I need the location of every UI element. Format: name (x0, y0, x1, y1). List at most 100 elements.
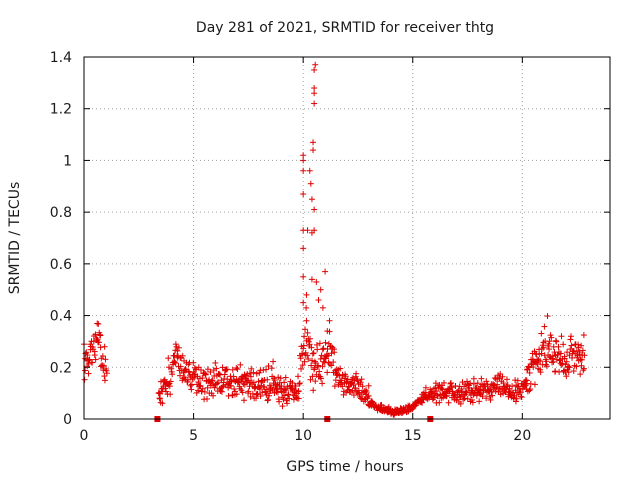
data-point (157, 395, 164, 402)
data-point (102, 356, 109, 363)
data-point (317, 355, 324, 362)
data-point (349, 374, 356, 381)
y-tick-label: 0.4 (50, 309, 72, 325)
data-point (283, 387, 290, 394)
data-point (179, 352, 186, 359)
data-point (277, 375, 284, 382)
data-point (433, 388, 440, 395)
data-point (184, 376, 191, 383)
data-point (250, 369, 257, 376)
data-point (303, 304, 310, 311)
data-point (274, 389, 281, 396)
data-point (229, 366, 236, 373)
data-point (263, 386, 270, 393)
data-point (541, 323, 548, 330)
data-point (359, 383, 366, 390)
data-point (568, 333, 575, 340)
data-point (101, 377, 108, 384)
data-point (311, 364, 318, 371)
data-point (165, 381, 172, 388)
data-point (212, 359, 219, 366)
data-point (265, 363, 272, 370)
x-axis-label: GPS time / hours (286, 459, 403, 475)
data-point (240, 380, 247, 387)
data-point (547, 332, 554, 339)
data-point (306, 335, 313, 342)
data-point (298, 365, 305, 372)
data-point (284, 400, 291, 407)
y-axis-ticks: 0 0.2 0.4 0.6 0.8 1 1.2 1.4 (50, 50, 610, 428)
data-point (581, 352, 588, 359)
data-point (247, 373, 254, 380)
data-point (199, 385, 206, 392)
data-point (316, 340, 323, 347)
data-point (503, 376, 510, 383)
data-point (304, 352, 311, 359)
data-point (271, 377, 278, 384)
data-point (214, 380, 221, 387)
data-point (234, 366, 241, 373)
data-point (202, 371, 209, 378)
data-point (81, 376, 88, 383)
data-point (577, 371, 584, 378)
data-point (447, 380, 454, 387)
data-point (534, 361, 541, 368)
data-point (469, 399, 476, 406)
data-point (296, 380, 303, 387)
data-point (331, 383, 338, 390)
data-point (304, 329, 311, 336)
data-point (455, 387, 462, 394)
data-point (317, 286, 324, 293)
data-point (82, 367, 89, 374)
data-point (281, 392, 288, 399)
data-point (295, 373, 302, 380)
data-point (512, 377, 519, 384)
data-point (546, 346, 553, 353)
data-point (308, 196, 315, 203)
y-tick-label: 1 (63, 153, 72, 169)
x-tick-label: 15 (404, 428, 422, 444)
data-point (282, 374, 289, 381)
data-point (256, 386, 263, 393)
data-point (310, 350, 317, 357)
data-point (330, 359, 337, 366)
data-point (301, 333, 308, 340)
data-point (487, 386, 494, 393)
data-point (307, 376, 314, 383)
data-point (354, 377, 361, 384)
data-point (526, 387, 533, 394)
data-point (169, 371, 176, 378)
data-point (295, 395, 302, 402)
data-point (100, 367, 107, 374)
data-point (468, 387, 475, 394)
data-point (578, 362, 585, 369)
data-point (175, 344, 182, 351)
data-point (195, 387, 202, 394)
data-point (300, 345, 307, 352)
data-point (525, 363, 532, 370)
data-point (324, 369, 331, 376)
data-point (530, 364, 537, 371)
data-point (228, 382, 235, 389)
data-point (296, 380, 303, 387)
data-point (239, 389, 246, 396)
data-point (492, 388, 499, 395)
data-point (322, 339, 329, 346)
data-point (311, 358, 318, 365)
data-point (257, 393, 264, 400)
data-point (439, 386, 446, 393)
data-point (546, 338, 553, 345)
data-point (263, 366, 270, 373)
data-point (328, 350, 335, 357)
data-point (237, 361, 244, 368)
data-point (185, 368, 192, 375)
data-point (483, 395, 490, 402)
data-point (182, 366, 189, 373)
data-point (319, 380, 326, 387)
data-point (224, 366, 231, 373)
data-point (265, 396, 272, 403)
data-point (560, 341, 567, 348)
data-point (531, 381, 538, 388)
data-point (324, 328, 331, 335)
